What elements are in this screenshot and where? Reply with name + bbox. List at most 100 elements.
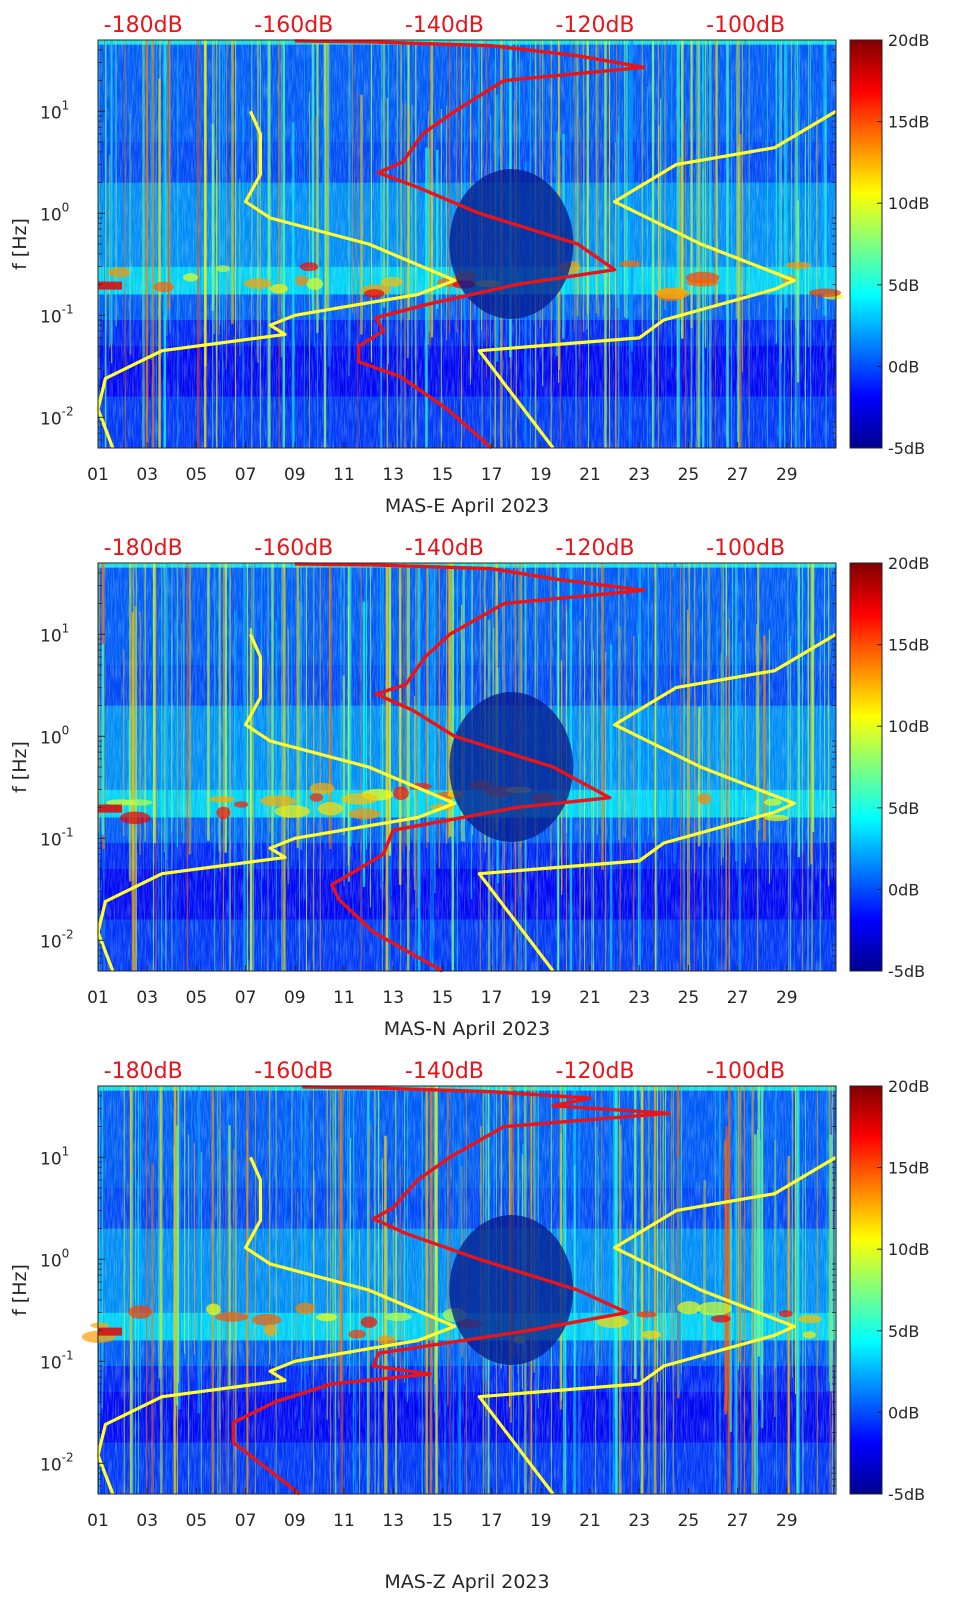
transient-line bbox=[651, 40, 655, 448]
transient-line bbox=[736, 40, 738, 319]
energy-patch bbox=[128, 1305, 152, 1319]
transient-line bbox=[446, 105, 448, 341]
transient-line bbox=[400, 40, 402, 448]
energy-patch bbox=[764, 814, 789, 822]
transient-line bbox=[456, 40, 458, 333]
transient-line bbox=[595, 1086, 597, 1494]
transient-line bbox=[609, 1086, 611, 1494]
x-tick-label: 15 bbox=[432, 1511, 454, 1531]
transient-line bbox=[146, 1086, 148, 1494]
transient-line bbox=[714, 1086, 716, 1494]
transient-line bbox=[407, 110, 410, 320]
transient-line bbox=[677, 1156, 681, 1396]
transient-line bbox=[434, 563, 436, 894]
transient-line bbox=[734, 1086, 737, 1494]
transient-line bbox=[425, 1086, 428, 1494]
transient-line bbox=[407, 40, 409, 359]
transient-line bbox=[614, 142, 616, 448]
transient-line bbox=[796, 1086, 799, 1494]
y-tick-base: 10 bbox=[40, 728, 62, 748]
top-db-label: -160dB bbox=[254, 536, 333, 561]
transient-line bbox=[396, 40, 398, 448]
energy-patch bbox=[381, 276, 403, 288]
transient-line bbox=[213, 40, 215, 334]
energy-patch bbox=[384, 1312, 412, 1322]
transient-line bbox=[225, 1157, 227, 1494]
transient-line bbox=[151, 1163, 154, 1494]
top-db-label: -140dB bbox=[405, 1059, 484, 1084]
transient-line bbox=[808, 40, 810, 348]
transient-line bbox=[381, 704, 383, 971]
energy-patch bbox=[697, 793, 712, 805]
transient-line bbox=[760, 1086, 764, 1375]
transient-line bbox=[313, 1170, 315, 1358]
x-tick-label: 05 bbox=[186, 988, 208, 1008]
transient-line bbox=[664, 40, 666, 310]
transient-line bbox=[728, 618, 730, 971]
psd-curve bbox=[294, 562, 646, 973]
energy-patch bbox=[309, 782, 335, 795]
transient-line bbox=[101, 1086, 103, 1409]
transient-line bbox=[380, 40, 382, 448]
transient-line bbox=[235, 40, 237, 448]
transient-line bbox=[630, 40, 634, 352]
transient-line bbox=[438, 1086, 440, 1378]
transient-line bbox=[164, 85, 166, 317]
transient-line bbox=[624, 563, 626, 838]
transient-line bbox=[311, 40, 315, 314]
y-tick-label: 100 bbox=[40, 1246, 69, 1271]
transient-line bbox=[175, 605, 177, 971]
energy-patch bbox=[802, 1331, 816, 1339]
transient-line bbox=[362, 601, 366, 887]
transient-line bbox=[304, 40, 306, 448]
x-tick-label: 07 bbox=[235, 988, 257, 1008]
transient-line bbox=[763, 635, 766, 842]
transient-line bbox=[447, 1086, 449, 1406]
transient-line bbox=[784, 40, 786, 448]
y-tick-exponent: 1 bbox=[62, 621, 70, 635]
transient-line bbox=[195, 617, 197, 971]
transient-line bbox=[115, 40, 117, 327]
transient-line bbox=[326, 40, 329, 311]
transient-line bbox=[166, 1086, 168, 1494]
y-tick-exponent: -1 bbox=[62, 1348, 74, 1362]
x-tick-label: 21 bbox=[579, 1511, 601, 1531]
transient-line bbox=[416, 563, 418, 909]
transient-line bbox=[271, 563, 274, 859]
transient-line bbox=[216, 40, 218, 448]
transient-line bbox=[597, 40, 599, 317]
transient-line bbox=[613, 1086, 615, 1494]
transient-line bbox=[435, 1086, 438, 1494]
transient-line bbox=[709, 40, 712, 448]
transient-line bbox=[682, 563, 684, 971]
transient-line bbox=[171, 563, 173, 971]
x-axis-label: MAS-E April 2023 bbox=[385, 495, 549, 517]
transient-line bbox=[254, 563, 256, 846]
energy-patch bbox=[596, 1315, 629, 1329]
transient-line bbox=[251, 563, 253, 971]
transient-line bbox=[176, 563, 178, 847]
y-tick-base: 10 bbox=[40, 1455, 62, 1475]
high-noise-model bbox=[477, 632, 837, 972]
transient-line bbox=[425, 563, 427, 848]
x-tick-label: 13 bbox=[382, 988, 404, 1008]
top-db-label: -100dB bbox=[706, 13, 785, 38]
transient-line bbox=[697, 706, 701, 847]
transient-line bbox=[357, 91, 359, 448]
transient-line bbox=[188, 1134, 190, 1494]
transient-line bbox=[137, 1086, 139, 1494]
transient-line bbox=[395, 1086, 397, 1494]
y-tick-label: 10-1 bbox=[40, 1348, 74, 1373]
y-tick-exponent: -1 bbox=[62, 302, 74, 316]
transient-line bbox=[296, 563, 299, 848]
transient-line bbox=[615, 1086, 618, 1494]
transient-line bbox=[415, 563, 417, 971]
top-db-label: -180dB bbox=[104, 1059, 183, 1084]
x-tick-label: 01 bbox=[87, 1511, 109, 1531]
transient-line bbox=[176, 1166, 178, 1494]
transient-line bbox=[774, 1139, 776, 1417]
colorbar bbox=[849, 562, 883, 972]
transient-line bbox=[810, 563, 813, 865]
transient-line bbox=[384, 1135, 387, 1494]
